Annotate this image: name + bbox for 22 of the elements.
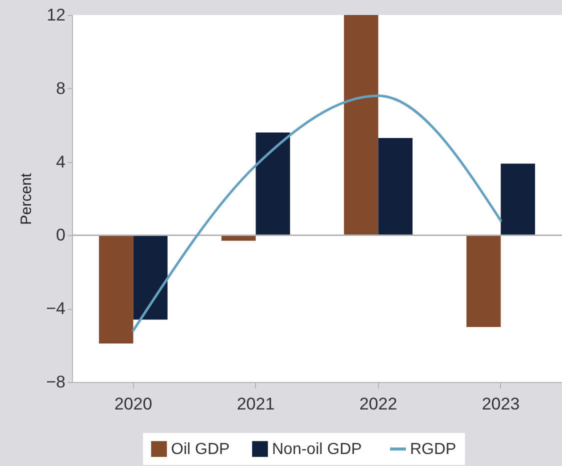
bar [98, 235, 134, 344]
y-tick-label: −4 [46, 299, 66, 318]
legend-label: Oil GDP [171, 441, 230, 458]
line-series [132, 94, 502, 332]
bar [256, 132, 290, 236]
x-tick-label: 2023 [482, 394, 520, 414]
legend-label: Non-oil GDP [272, 441, 362, 458]
bar [466, 235, 501, 327]
bar [500, 164, 536, 236]
y-tick-label: −8 [46, 372, 66, 392]
x-tick-label: 2021 [236, 394, 275, 414]
y-tick-label: 8 [56, 78, 66, 98]
y-tick-label: 4 [56, 152, 66, 172]
x-tick-label: 2022 [359, 394, 398, 414]
x-tick-label: 2020 [114, 394, 152, 414]
bar [378, 138, 413, 236]
y-tick-label: 12 [46, 6, 66, 24]
bar [133, 235, 168, 320]
y-tick-label: 0 [56, 226, 66, 245]
bar [344, 15, 378, 236]
y-axis-title: Percent [18, 172, 36, 225]
legend-label: RGDP [410, 441, 456, 458]
